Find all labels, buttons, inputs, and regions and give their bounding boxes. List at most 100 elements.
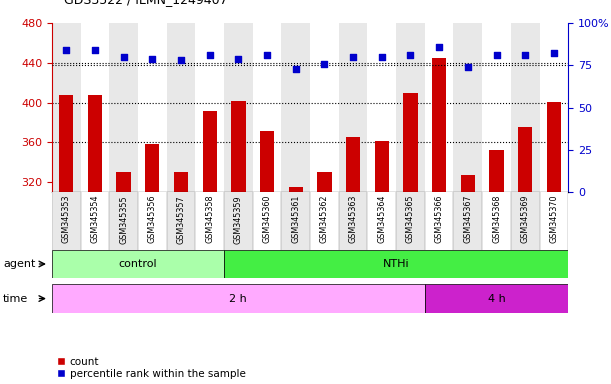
Bar <box>547 101 561 192</box>
Point <box>377 54 387 60</box>
Bar <box>403 93 418 192</box>
Text: GSM345355: GSM345355 <box>119 195 128 243</box>
Bar <box>425 23 453 192</box>
Point <box>119 54 128 60</box>
Point <box>434 44 444 50</box>
Bar <box>109 23 138 192</box>
Bar <box>52 250 224 278</box>
Text: GSM345364: GSM345364 <box>377 195 386 243</box>
Text: control: control <box>119 259 157 269</box>
Bar <box>310 23 338 192</box>
Bar <box>540 192 568 250</box>
Bar <box>432 58 446 192</box>
Bar <box>511 23 540 192</box>
Text: time: time <box>3 293 28 304</box>
Point <box>320 61 329 67</box>
Text: GSM345370: GSM345370 <box>549 195 558 243</box>
Point <box>348 54 358 60</box>
Text: GSM345365: GSM345365 <box>406 195 415 243</box>
Text: 4 h: 4 h <box>488 293 505 304</box>
Bar <box>202 111 217 192</box>
Bar <box>482 192 511 250</box>
Bar <box>109 192 138 250</box>
Bar <box>117 172 131 192</box>
Text: GSM345357: GSM345357 <box>177 195 186 243</box>
Bar <box>224 250 568 278</box>
Bar <box>196 23 224 192</box>
Text: GSM345368: GSM345368 <box>492 195 501 243</box>
Point <box>406 52 415 58</box>
Bar <box>88 94 102 192</box>
Bar <box>461 175 475 192</box>
Bar <box>282 23 310 192</box>
Bar <box>396 23 425 192</box>
Point <box>90 47 100 53</box>
Text: 2 h: 2 h <box>230 293 247 304</box>
Text: GSM345356: GSM345356 <box>148 195 157 243</box>
Bar <box>511 192 540 250</box>
Bar <box>367 23 396 192</box>
Bar <box>224 23 253 192</box>
Legend: count, percentile rank within the sample: count, percentile rank within the sample <box>57 357 246 379</box>
Bar <box>196 192 224 250</box>
Bar <box>338 23 367 192</box>
Point <box>205 52 214 58</box>
Point <box>176 57 186 63</box>
Bar <box>375 141 389 192</box>
Text: NTHi: NTHi <box>383 259 409 269</box>
Bar <box>282 192 310 250</box>
Bar <box>52 23 81 192</box>
Point <box>463 64 473 70</box>
Bar <box>453 192 482 250</box>
Bar <box>253 192 282 250</box>
Bar <box>453 23 482 192</box>
Point <box>492 52 502 58</box>
Bar <box>425 192 453 250</box>
Bar <box>367 192 396 250</box>
Point <box>61 47 71 53</box>
Text: GSM345360: GSM345360 <box>263 195 271 243</box>
Bar <box>518 127 532 192</box>
Text: GDS3522 / ILMN_1249407: GDS3522 / ILMN_1249407 <box>64 0 228 6</box>
Bar <box>346 137 360 192</box>
Bar <box>81 23 109 192</box>
Bar <box>138 192 167 250</box>
Bar <box>174 172 188 192</box>
Bar <box>167 192 196 250</box>
Text: GSM345362: GSM345362 <box>320 195 329 243</box>
Point <box>147 55 157 61</box>
Text: GSM345354: GSM345354 <box>90 195 100 243</box>
Text: GSM345353: GSM345353 <box>62 195 71 243</box>
Text: GSM345369: GSM345369 <box>521 195 530 243</box>
Bar <box>138 23 167 192</box>
Bar <box>489 150 503 192</box>
Bar <box>81 192 109 250</box>
Text: GSM345361: GSM345361 <box>291 195 300 243</box>
Bar <box>338 192 367 250</box>
Bar <box>317 172 332 192</box>
Bar <box>288 187 303 192</box>
Text: GSM345363: GSM345363 <box>349 195 357 243</box>
Bar <box>52 284 425 313</box>
Bar <box>260 131 274 192</box>
Text: GSM345358: GSM345358 <box>205 195 214 243</box>
Bar <box>310 192 338 250</box>
Text: agent: agent <box>3 259 35 269</box>
Point <box>291 66 301 72</box>
Point <box>521 52 530 58</box>
Point <box>233 55 243 61</box>
Bar <box>167 23 196 192</box>
Bar <box>396 192 425 250</box>
Text: GSM345366: GSM345366 <box>434 195 444 243</box>
Bar <box>425 284 568 313</box>
Bar <box>253 23 282 192</box>
Point <box>262 52 272 58</box>
Bar <box>145 144 159 192</box>
Text: GSM345359: GSM345359 <box>234 195 243 243</box>
Bar <box>231 101 246 192</box>
Bar <box>52 192 81 250</box>
Bar <box>224 192 253 250</box>
Bar <box>482 23 511 192</box>
Bar <box>59 94 73 192</box>
Bar <box>540 23 568 192</box>
